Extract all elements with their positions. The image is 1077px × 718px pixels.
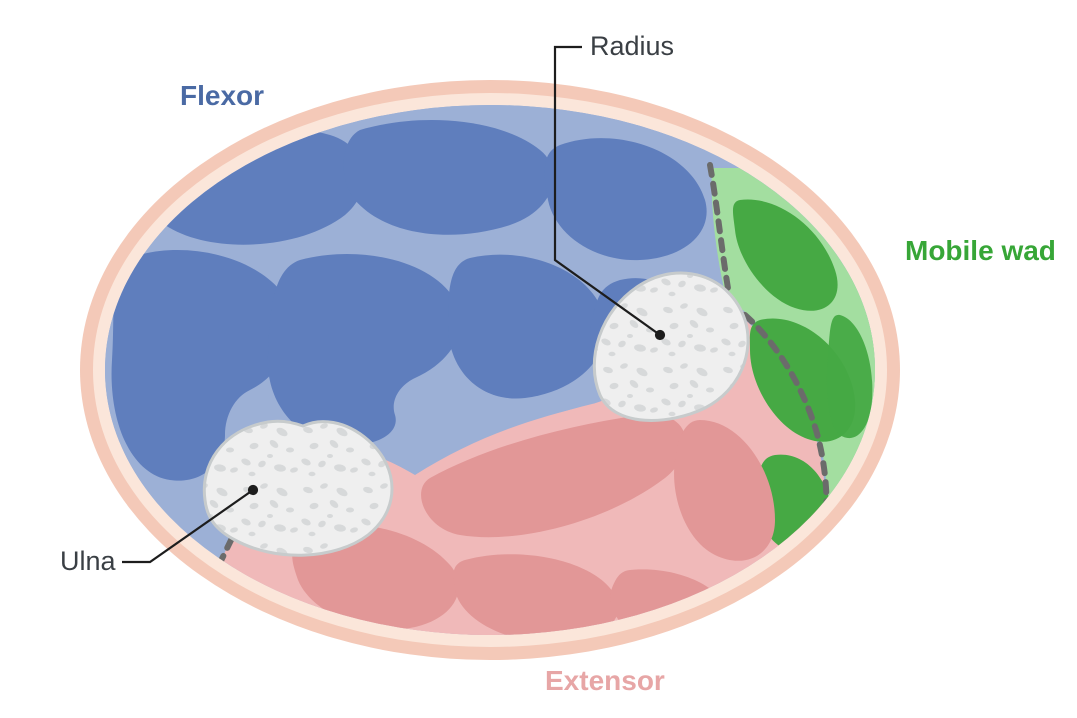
label-mobile: Mobile wad bbox=[905, 235, 1056, 266]
ulna-bone bbox=[204, 421, 392, 555]
label-extensor: Extensor bbox=[545, 665, 665, 696]
label-flexor: Flexor bbox=[180, 80, 264, 111]
compartments-group bbox=[0, 0, 1077, 718]
label-ulna: Ulna bbox=[60, 546, 117, 576]
label-radius: Radius bbox=[590, 31, 674, 61]
